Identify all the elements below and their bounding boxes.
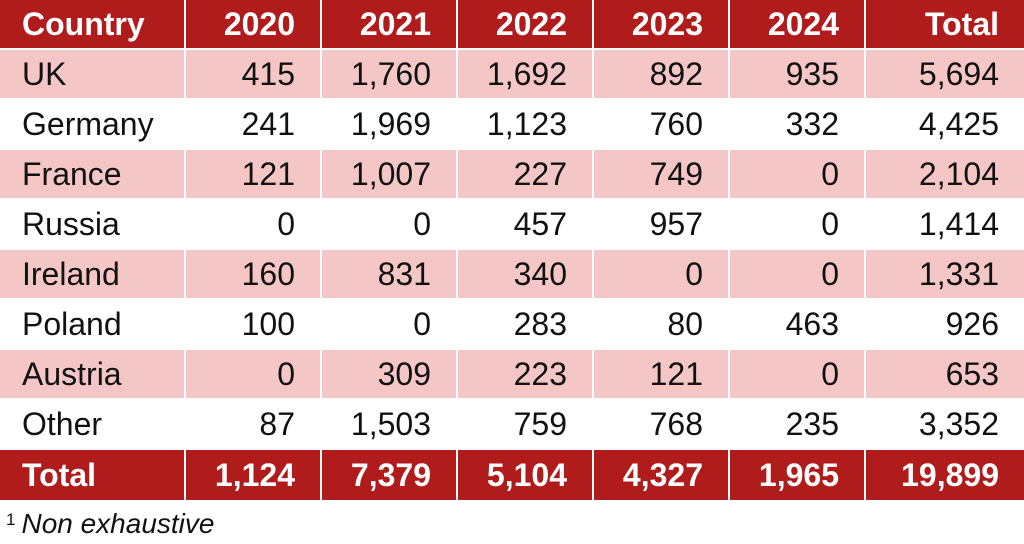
- value-cell: 759: [458, 400, 594, 450]
- value-cell: 957: [594, 200, 730, 250]
- value-cell: 1,969: [322, 100, 458, 150]
- value-cell: 332: [730, 100, 866, 150]
- total-cell: 5,104: [458, 450, 594, 502]
- value-cell: 160: [186, 250, 322, 300]
- header-2023: 2023: [594, 0, 730, 50]
- country-cell: Poland: [0, 300, 186, 350]
- value-cell: 457: [458, 200, 594, 250]
- country-cell: Germany: [0, 100, 186, 150]
- value-cell: 309: [322, 350, 458, 400]
- value-cell: 0: [186, 200, 322, 250]
- value-cell: 0: [322, 200, 458, 250]
- value-cell: 0: [322, 300, 458, 350]
- country-cell: Russia: [0, 200, 186, 250]
- value-cell: 1,123: [458, 100, 594, 150]
- value-cell: 0: [594, 250, 730, 300]
- country-cell: Ireland: [0, 250, 186, 300]
- table-row: Russia 0 0 457 957 0 1,414: [0, 200, 1024, 250]
- footnote-marker: 1: [6, 510, 16, 529]
- value-cell: 235: [730, 400, 866, 450]
- header-2022: 2022: [458, 0, 594, 50]
- value-cell: 831: [322, 250, 458, 300]
- value-cell: 1,503: [322, 400, 458, 450]
- country-cell: Other: [0, 400, 186, 450]
- value-cell: 223: [458, 350, 594, 400]
- value-cell: 0: [186, 350, 322, 400]
- total-row: Total 1,124 7,379 5,104 4,327 1,965 19,8…: [0, 450, 1024, 502]
- table-row: France 121 1,007 227 749 0 2,104: [0, 150, 1024, 200]
- total-cell: 19,899: [866, 450, 1024, 502]
- value-cell: 1,007: [322, 150, 458, 200]
- header-2021: 2021: [322, 0, 458, 50]
- value-cell: 892: [594, 50, 730, 100]
- country-cell: UK: [0, 50, 186, 100]
- table-row: Ireland 160 831 340 0 0 1,331: [0, 250, 1024, 300]
- value-cell: 0: [730, 250, 866, 300]
- total-cell: 7,379: [322, 450, 458, 502]
- table-row: UK 415 1,760 1,692 892 935 5,694: [0, 50, 1024, 100]
- value-cell: 80: [594, 300, 730, 350]
- value-cell: 241: [186, 100, 322, 150]
- value-cell: 2,104: [866, 150, 1024, 200]
- header-2024: 2024: [730, 0, 866, 50]
- value-cell: 463: [730, 300, 866, 350]
- table-row: Poland 100 0 283 80 463 926: [0, 300, 1024, 350]
- value-cell: 121: [186, 150, 322, 200]
- value-cell: 0: [730, 200, 866, 250]
- total-cell: 1,965: [730, 450, 866, 502]
- table-row: Austria 0 309 223 121 0 653: [0, 350, 1024, 400]
- country-cell: Austria: [0, 350, 186, 400]
- value-cell: 415: [186, 50, 322, 100]
- table-header: Country 2020 2021 2022 2023 2024 Total: [0, 0, 1024, 50]
- total-cell: 4,327: [594, 450, 730, 502]
- value-cell: 760: [594, 100, 730, 150]
- footnote-text: Non exhaustive: [21, 508, 215, 539]
- value-cell: 87: [186, 400, 322, 450]
- value-cell: 926: [866, 300, 1024, 350]
- data-table-wrapper: Country 2020 2021 2022 2023 2024 Total U…: [0, 0, 1024, 502]
- value-cell: 768: [594, 400, 730, 450]
- value-cell: 283: [458, 300, 594, 350]
- footnote: 1 Non exhaustive: [6, 508, 214, 540]
- value-cell: 1,760: [322, 50, 458, 100]
- table-body: UK 415 1,760 1,692 892 935 5,694 Germany 241 1,96…: [0, 50, 1024, 450]
- value-cell: 1,414: [866, 200, 1024, 250]
- value-cell: 340: [458, 250, 594, 300]
- country-cell: France: [0, 150, 186, 200]
- value-cell: 4,425: [866, 100, 1024, 150]
- value-cell: 749: [594, 150, 730, 200]
- value-cell: 935: [730, 50, 866, 100]
- total-cell: 1,124: [186, 450, 322, 502]
- value-cell: 0: [730, 150, 866, 200]
- value-cell: 121: [594, 350, 730, 400]
- table-row: Germany 241 1,969 1,123 760 332 4,425: [0, 100, 1024, 150]
- header-row: Country 2020 2021 2022 2023 2024 Total: [0, 0, 1024, 50]
- header-country: Country: [0, 0, 186, 50]
- value-cell: 0: [730, 350, 866, 400]
- header-total: Total: [866, 0, 1024, 50]
- value-cell: 1,692: [458, 50, 594, 100]
- country-year-table: Country 2020 2021 2022 2023 2024 Total U…: [0, 0, 1024, 502]
- header-2020: 2020: [186, 0, 322, 50]
- table-row: Other 87 1,503 759 768 235 3,352: [0, 400, 1024, 450]
- value-cell: 653: [866, 350, 1024, 400]
- value-cell: 3,352: [866, 400, 1024, 450]
- value-cell: 100: [186, 300, 322, 350]
- value-cell: 227: [458, 150, 594, 200]
- value-cell: 1,331: [866, 250, 1024, 300]
- value-cell: 5,694: [866, 50, 1024, 100]
- table-footer: Total 1,124 7,379 5,104 4,327 1,965 19,8…: [0, 450, 1024, 502]
- total-row-label: Total: [0, 450, 186, 502]
